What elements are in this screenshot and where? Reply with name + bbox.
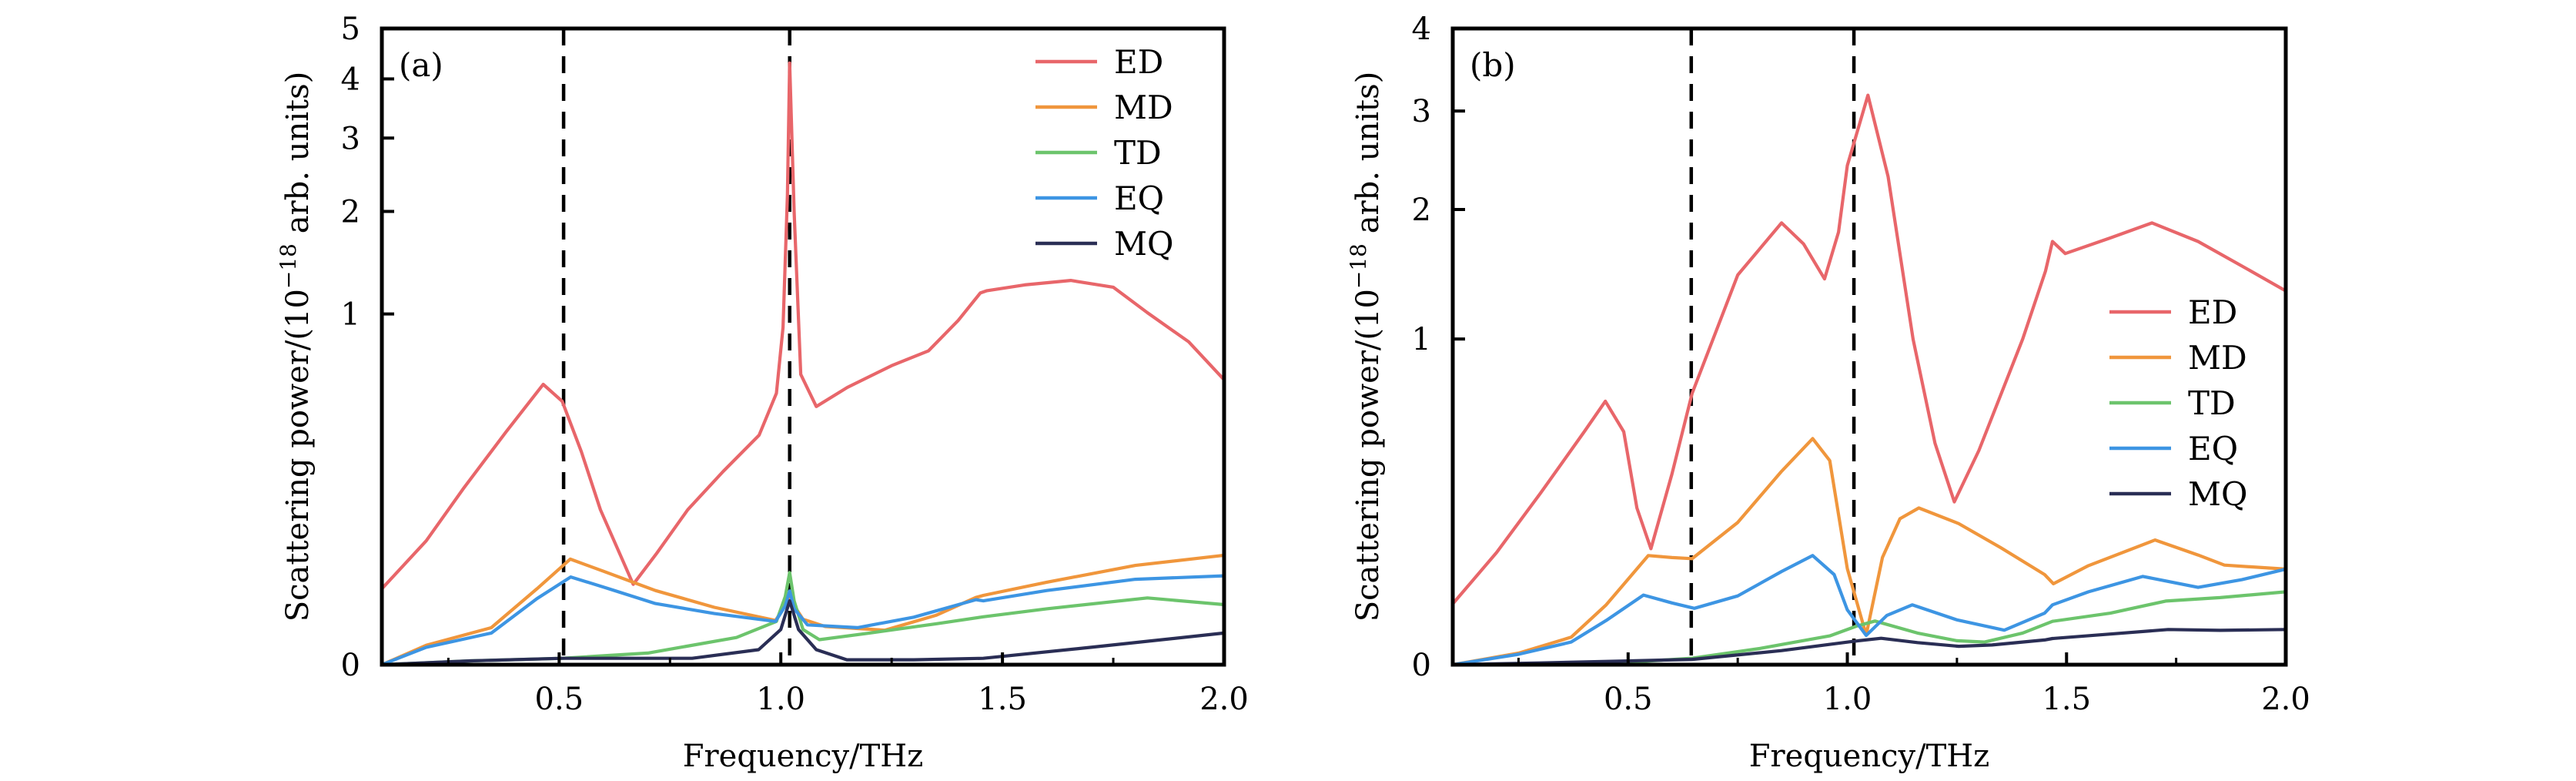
x-axis-title: Frequency/THz xyxy=(1749,739,1989,774)
series-line-eq xyxy=(1450,554,2288,667)
panel-a: 0 1 2 3 4 5 0.5 1.0 1.5 2.0 Frequency/THz Scatterin… xyxy=(276,12,1249,774)
y-tick-label: 5 xyxy=(341,12,360,47)
x-tick-label: 1.0 xyxy=(1823,682,1872,717)
legend-label-eq: EQ xyxy=(2188,430,2238,468)
y-axis-title-units: arb. units) xyxy=(1350,72,1386,243)
y-axis-title-main: Scattering power/(10 xyxy=(1350,289,1386,622)
y-tick-label: 1 xyxy=(1412,322,1431,357)
x-tick-label: 2.0 xyxy=(1199,682,1249,717)
series-line-eq xyxy=(380,574,1226,667)
y-axis-title-main: Scattering power/(10 xyxy=(280,289,316,622)
y-tick-label: 0 xyxy=(1412,648,1431,683)
series-line-td xyxy=(1450,590,2288,667)
x-tick-label: 1.0 xyxy=(756,682,805,717)
legend-label-td: TD xyxy=(1114,134,1162,172)
legend-label-md: MD xyxy=(1114,89,1173,126)
y-axis-title-units: arb. units) xyxy=(280,72,316,243)
y-tick-label: 4 xyxy=(341,62,360,97)
y-tick-label: 3 xyxy=(341,121,360,156)
panel-b: 0 1 2 3 4 0.5 1.0 1.5 2.0 Frequency/THz Scattering… xyxy=(1346,12,2310,774)
panel-label: (a) xyxy=(399,46,443,84)
legend-label-ed: ED xyxy=(2188,293,2237,331)
y-tick-label: 3 xyxy=(1412,94,1431,129)
y-axis-title-exponent: −18 xyxy=(276,243,301,289)
legend-label-td: TD xyxy=(2188,384,2236,422)
legend-label-mq: MQ xyxy=(2188,475,2247,513)
x-tick-label: 0.5 xyxy=(535,682,584,717)
y-axis-title: Scattering power/(10−18 arb. units) xyxy=(1346,72,1386,622)
y-tick-label: 4 xyxy=(1412,12,1431,47)
plot-frame xyxy=(380,26,1226,667)
y-tick-label: 2 xyxy=(1412,193,1431,228)
legend-label-mq: MQ xyxy=(1114,225,1173,263)
legend-label-md: MD xyxy=(2188,339,2247,377)
x-tick-label: 1.5 xyxy=(2042,682,2091,717)
series-line-mq xyxy=(1450,628,2288,667)
x-tick-label: 2.0 xyxy=(2261,682,2310,717)
legend: ED MD TD EQ MQ xyxy=(2109,293,2247,513)
series-group xyxy=(380,61,1226,667)
x-tick-label: 1.5 xyxy=(978,682,1027,717)
x-axis-title: Frequency/THz xyxy=(683,739,923,774)
series-line-td xyxy=(380,571,1226,667)
series-line-ed xyxy=(1450,93,2288,606)
series-line-ed xyxy=(380,61,1226,591)
panel-label: (b) xyxy=(1470,46,1516,84)
series-line-md xyxy=(380,553,1226,667)
legend-label-ed: ED xyxy=(1114,43,1163,81)
series-group xyxy=(1450,93,2288,667)
series-line-mq xyxy=(380,599,1226,667)
y-axis-title: Scattering power/(10−18 arb. units) xyxy=(276,72,316,622)
x-tick-label: 0.5 xyxy=(1604,682,1653,717)
y-tick-label: 1 xyxy=(341,297,360,333)
y-axis-title-exponent: −18 xyxy=(1346,243,1371,289)
y-tick-label: 2 xyxy=(341,195,360,230)
plot-frame xyxy=(1450,26,2288,667)
legend-label-eq: EQ xyxy=(1114,179,1164,217)
y-tick-label: 0 xyxy=(341,648,360,683)
legend: ED MD TD EQ MQ xyxy=(1035,43,1173,263)
